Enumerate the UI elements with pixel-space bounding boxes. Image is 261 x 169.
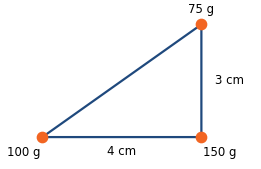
Point (199, 136, 204, 138)
Text: 150 g: 150 g (203, 147, 237, 160)
Text: 100 g: 100 g (7, 147, 40, 160)
Text: 3 cm: 3 cm (215, 74, 244, 87)
Point (199, 23, 204, 26)
Point (40, 136, 44, 138)
Text: 75 g: 75 g (188, 3, 215, 16)
Text: 4 cm: 4 cm (107, 145, 137, 158)
